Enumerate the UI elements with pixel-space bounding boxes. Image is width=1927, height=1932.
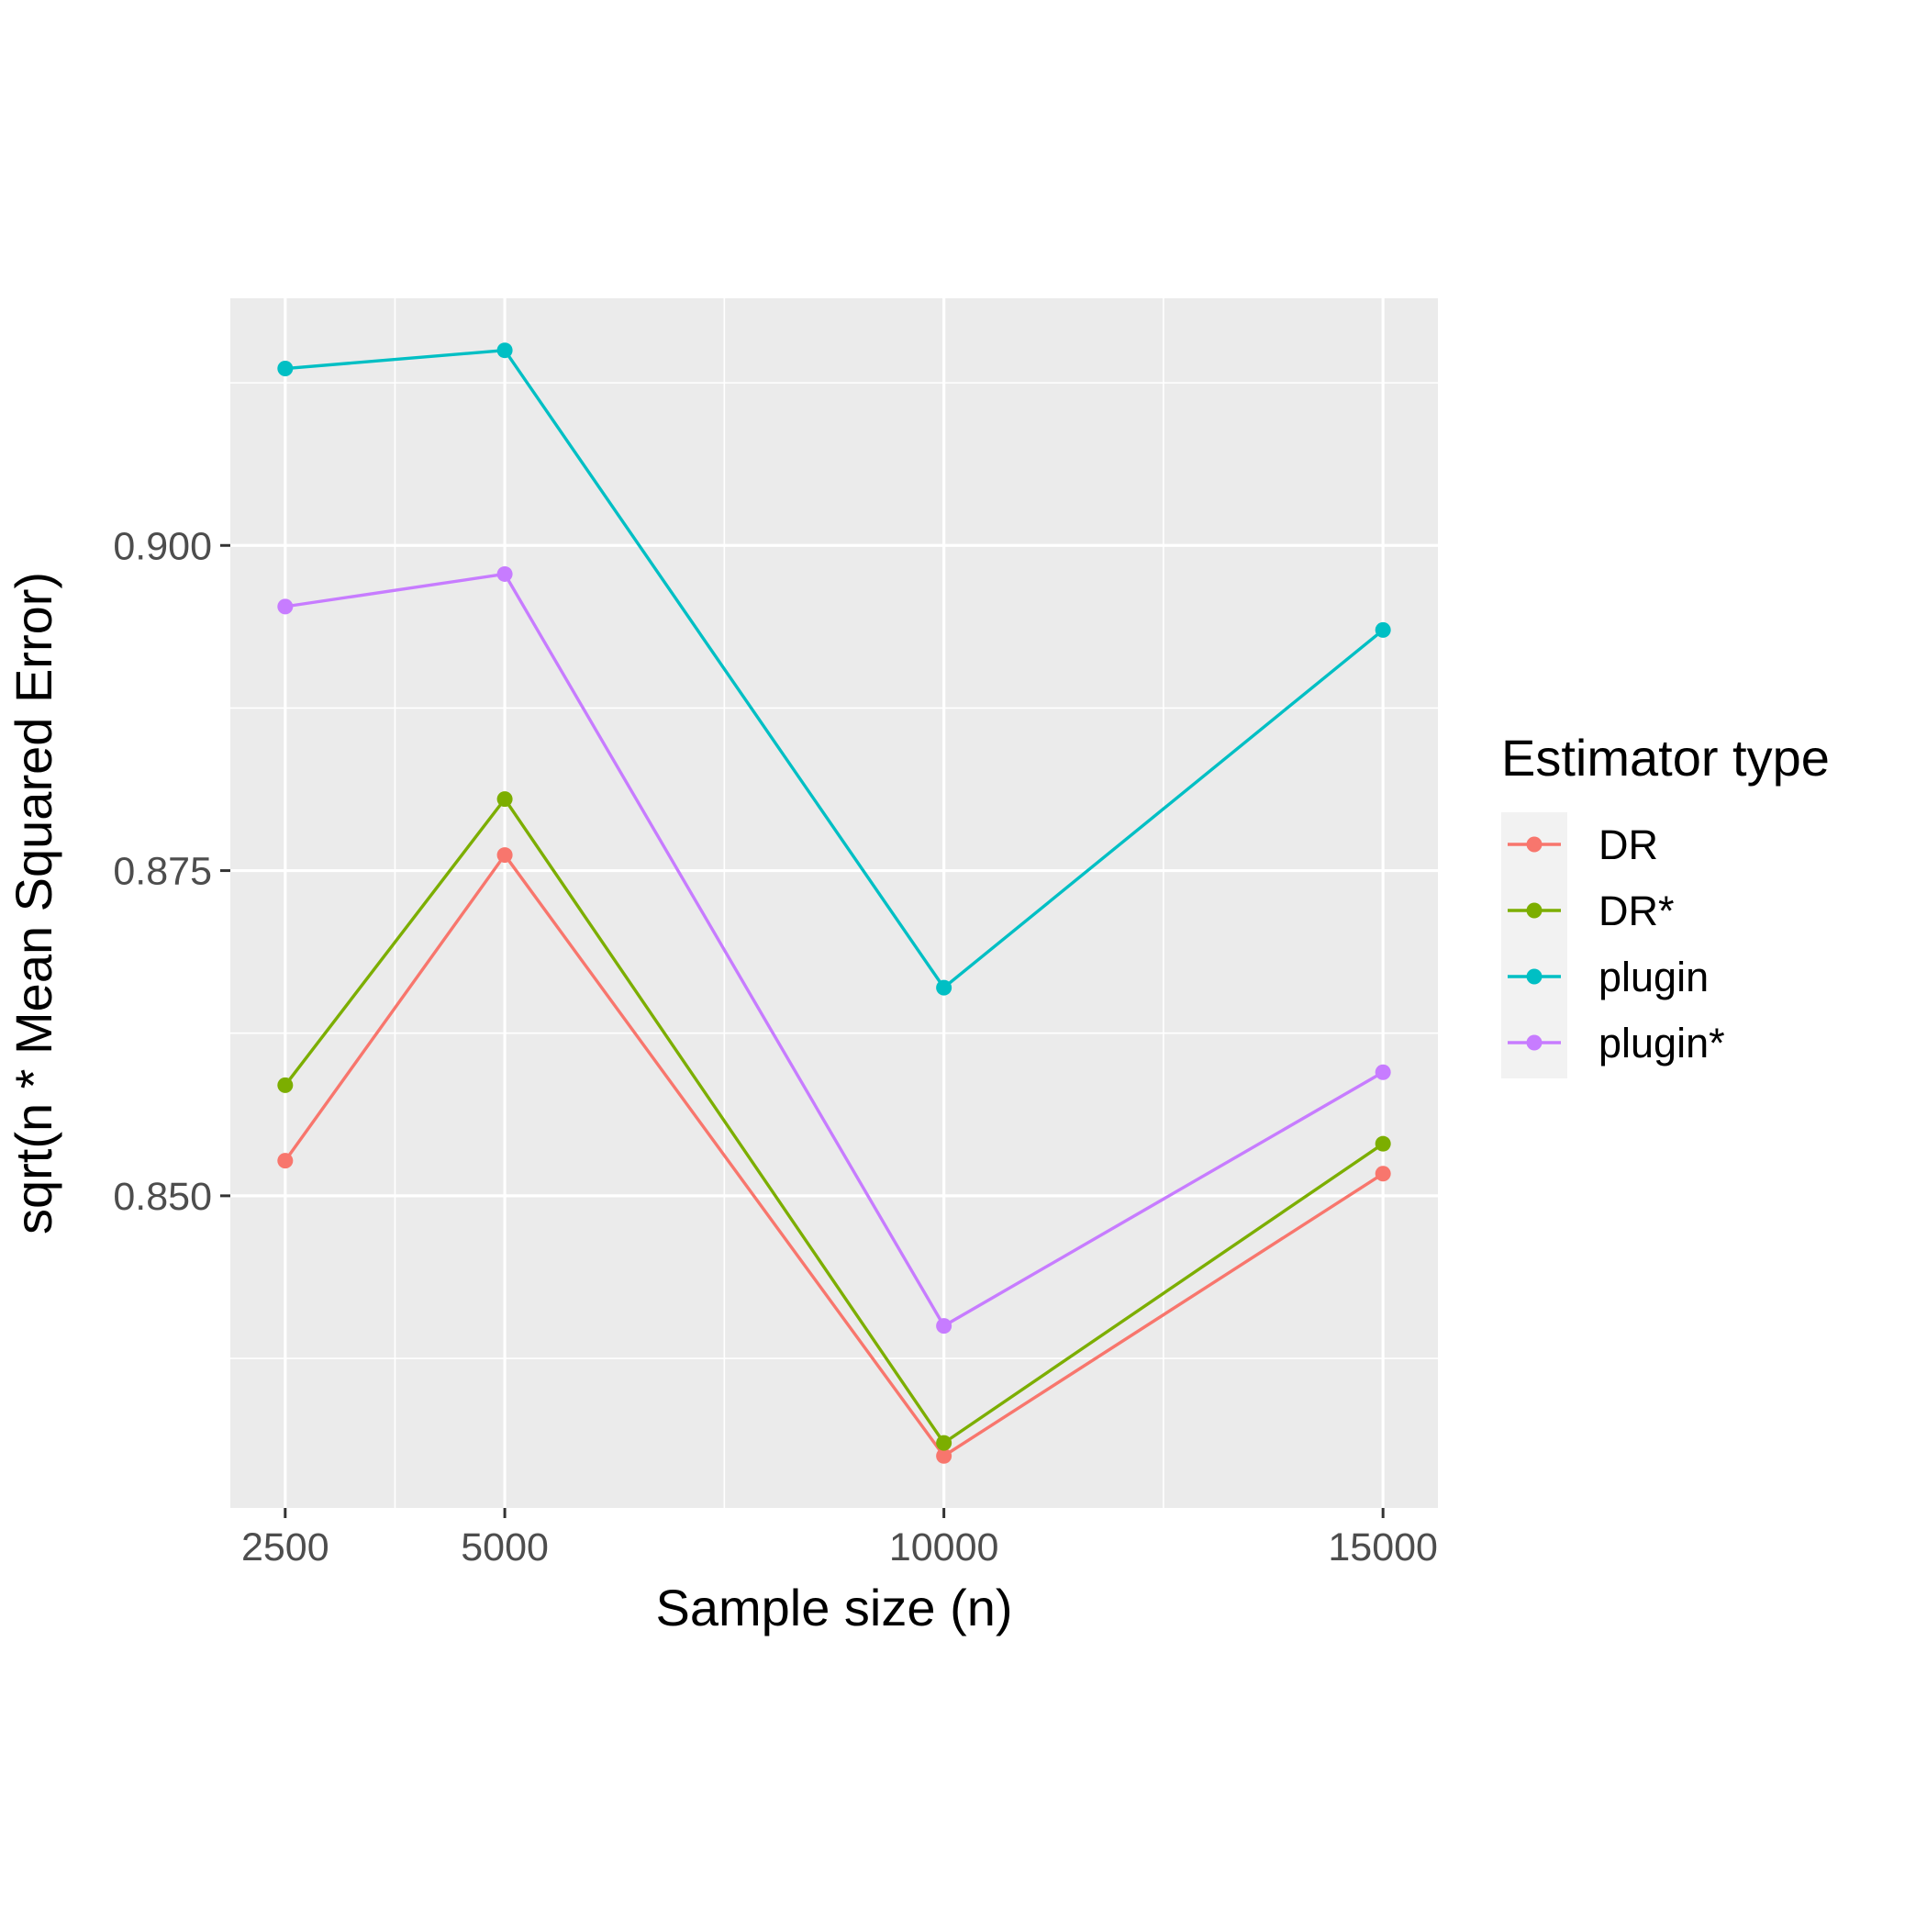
data-point-plugin* — [496, 565, 513, 582]
data-point-DR — [496, 847, 513, 864]
x-tick-label: 10000 — [889, 1525, 999, 1569]
x-tick-label: 15000 — [1328, 1525, 1438, 1569]
legend-key-background — [1501, 812, 1567, 1078]
data-point-plugin — [936, 979, 952, 996]
x-tick-label: 2500 — [241, 1525, 329, 1569]
data-point-DR* — [1375, 1135, 1391, 1152]
data-point-DR* — [936, 1435, 952, 1451]
data-point-plugin — [1375, 621, 1391, 638]
series-line-DR* — [284, 797, 1385, 1445]
data-point-plugin — [496, 342, 513, 359]
y-tick-label: 0.875 — [113, 850, 212, 894]
legend-items: DR DR* plugin plugin* — [1508, 821, 1725, 1067]
y-axis-title: sqrt(n * Mean Squared Error) — [5, 572, 62, 1234]
data-point-plugin* — [1375, 1064, 1391, 1080]
x-tick-label: 5000 — [461, 1525, 549, 1569]
data-point-DR* — [277, 1077, 294, 1093]
legend-title: Estimator type — [1501, 729, 1830, 787]
plot-panel — [230, 298, 1438, 1508]
grid-layer — [230, 298, 1438, 1508]
legend-key-point-DR* — [1526, 902, 1543, 919]
legend-key-point-plugin* — [1526, 1034, 1543, 1051]
data-point-DR — [1375, 1166, 1391, 1182]
data-point-DR — [277, 1153, 294, 1169]
data-point-plugin* — [936, 1318, 952, 1335]
data-point-plugin — [277, 361, 294, 377]
legend: Estimator type DR DR* plugin plugin* — [1501, 729, 1830, 1078]
y-tick-label: 0.850 — [113, 1175, 212, 1219]
series-line-plugin — [284, 348, 1385, 989]
y-tick-label: 0.900 — [113, 524, 212, 568]
legend-key-point-DR — [1526, 836, 1543, 853]
data-point-plugin* — [277, 598, 294, 615]
legend-label-plugin*: plugin* — [1598, 1020, 1725, 1067]
legend-label-DR: DR — [1598, 821, 1658, 868]
series-line-DR — [284, 853, 1385, 1458]
data-point-DR* — [496, 791, 513, 808]
series-layer — [277, 342, 1391, 1464]
data-point-DR — [936, 1447, 952, 1464]
legend-key-point-plugin — [1526, 968, 1543, 985]
legend-label-plugin: plugin — [1598, 954, 1709, 1000]
series-line-plugin* — [284, 572, 1385, 1328]
axes-layer: 0.850 0.875 0.900 2500 5000 10000 15000 — [113, 524, 1438, 1569]
x-axis-title: Sample size (n) — [655, 1579, 1012, 1636]
legend-label-DR*: DR* — [1598, 888, 1675, 934]
